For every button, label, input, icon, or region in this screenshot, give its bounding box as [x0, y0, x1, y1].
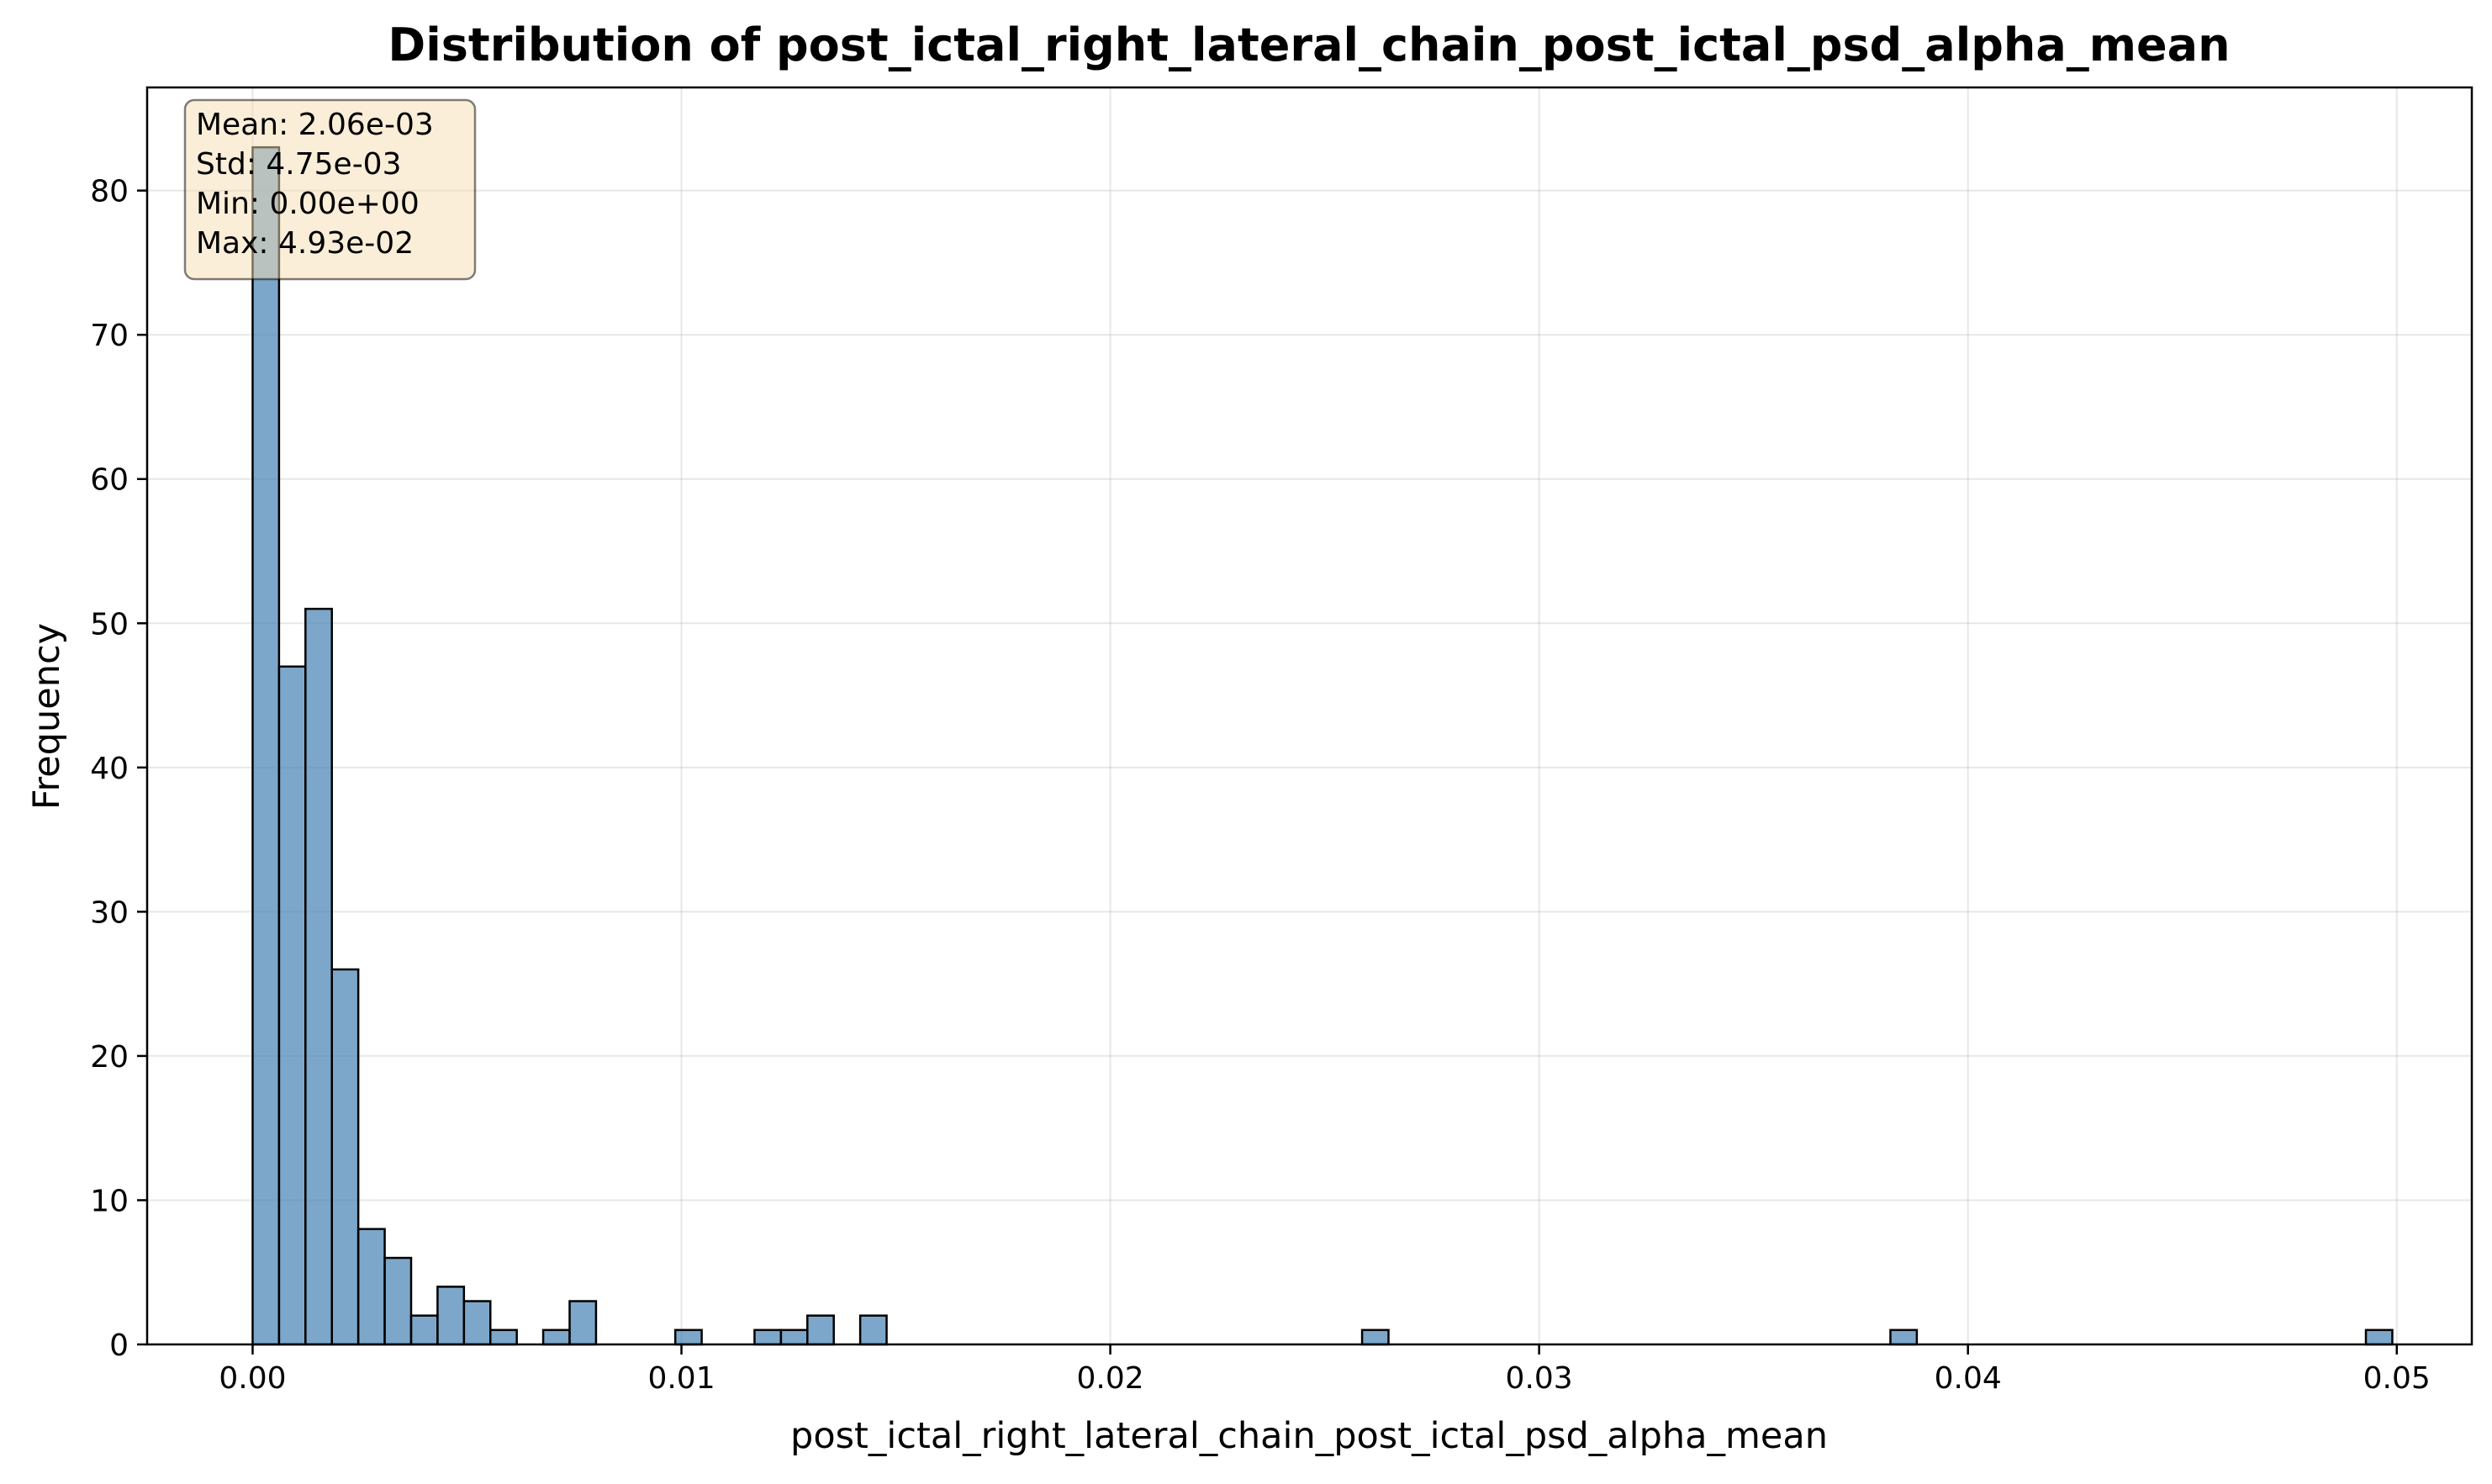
- histogram-bar-0: [251, 145, 281, 1346]
- x-axis-ticks: 0.00 0.01 0.02 0.03 0.04 0.05: [219, 1344, 2431, 1396]
- x-tick-label: 0.01: [647, 1361, 715, 1396]
- stats-box-background: [183, 98, 477, 281]
- y-tick-label: 40: [90, 752, 129, 786]
- histogram-bar-12: [673, 1328, 703, 1346]
- stat-std: Std: 4.75e-03: [196, 147, 402, 182]
- histogram-bar-10: [541, 1328, 571, 1346]
- histogram-bar-11: [568, 1300, 598, 1346]
- x-axis-label: post_ictal_right_lateral_chain_post_icta…: [790, 1415, 1828, 1457]
- y-axis-label: Frequency: [26, 623, 68, 810]
- chart-title: Distribution of post_ictal_right_lateral…: [388, 18, 2230, 71]
- histogram-bar-7: [436, 1286, 466, 1346]
- x-tick-label: 0.02: [1077, 1361, 1144, 1396]
- x-tick-label: 0.05: [2363, 1361, 2431, 1396]
- plot-frame: [145, 86, 2474, 1346]
- y-axis-ticks: 0 10 20 30 40 50 60 70 80: [90, 175, 147, 1363]
- y-tick-label: 50: [90, 607, 129, 642]
- x-tick-label: 0.00: [219, 1361, 286, 1396]
- stat-max: Max: 4.93e-02: [196, 226, 414, 261]
- y-tick-label: 80: [90, 175, 129, 209]
- grid-lines: [147, 87, 2472, 1345]
- histogram-bar-3: [330, 968, 360, 1346]
- histogram-bar-9: [488, 1328, 518, 1346]
- histogram-bar-17: [1360, 1328, 1390, 1346]
- histogram-bar-4: [356, 1228, 386, 1346]
- y-tick-label: 0: [109, 1328, 129, 1363]
- histogram-bar-8: [462, 1300, 492, 1346]
- stat-min: Min: 0.00e+00: [196, 187, 420, 221]
- y-tick-label: 30: [90, 895, 129, 930]
- histogram-bar-15: [806, 1314, 835, 1346]
- y-tick-label: 10: [90, 1184, 129, 1218]
- histogram-bar-2: [304, 607, 333, 1346]
- histogram-bar-18: [1889, 1328, 1919, 1346]
- y-tick-label: 20: [90, 1040, 129, 1075]
- histogram-bar-14: [779, 1328, 809, 1346]
- histogram-bar-16: [858, 1314, 888, 1346]
- stat-mean: Mean: 2.06e-03: [196, 108, 434, 142]
- x-tick-label: 0.04: [1935, 1361, 2002, 1396]
- y-tick-label: 60: [90, 463, 129, 498]
- histogram-bar-19: [2364, 1328, 2394, 1346]
- y-tick-label: 70: [90, 319, 129, 353]
- stats-box: Mean: 2.06e-03 Std: 4.75e-03 Min: 0.00e+…: [183, 98, 477, 281]
- histogram-bar-13: [753, 1328, 783, 1346]
- histogram-bar-6: [409, 1314, 439, 1346]
- histogram-bar-5: [383, 1256, 413, 1346]
- histogram-bars: [251, 145, 2394, 1346]
- x-tick-label: 0.03: [1506, 1361, 1573, 1396]
- histogram-bar-1: [277, 665, 307, 1346]
